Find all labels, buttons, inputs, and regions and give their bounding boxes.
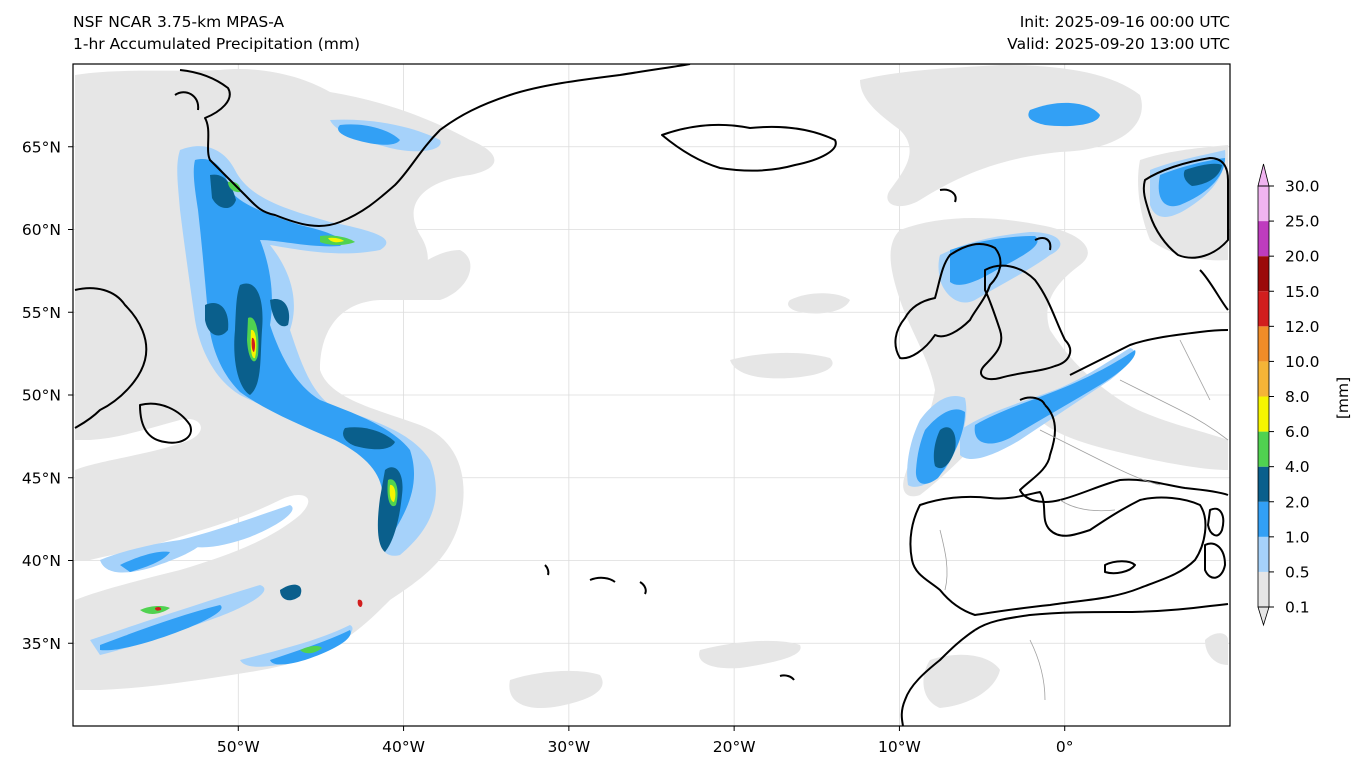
map-area[interactable] xyxy=(73,64,1230,726)
precipitation-field xyxy=(75,65,1228,709)
border-morocco-algeria xyxy=(1029,639,1046,701)
great-britain-coast xyxy=(980,264,1072,381)
lon-tick-label: 40°W xyxy=(382,738,425,756)
field-name: 1-hr Accumulated Precipitation (mm) xyxy=(73,35,360,53)
colorbar-segment xyxy=(1258,466,1269,502)
lat-tick-label: 65°N xyxy=(22,138,61,156)
colorbar-tick-label: 20.0 xyxy=(1285,248,1320,266)
lon-tick-label: 30°W xyxy=(547,738,590,756)
colorbar-tick-label: 4.0 xyxy=(1285,458,1310,476)
azores-east xyxy=(589,576,616,583)
norway-coast xyxy=(1142,157,1229,259)
colorbar-segment xyxy=(1258,291,1269,327)
ireland-coast xyxy=(894,243,1002,360)
border-france xyxy=(1039,429,1161,486)
title-right: Init: 2025-09-16 00:00 UTC Valid: 2025-0… xyxy=(1007,11,1230,55)
north-sea-coast xyxy=(1069,329,1229,376)
balearic-islands xyxy=(1104,560,1136,575)
greenland-inlet xyxy=(174,91,200,111)
colorbar-tick-label: 8.0 xyxy=(1285,388,1310,406)
colorbar-segment xyxy=(1258,501,1269,537)
colorbar-extend-min xyxy=(1257,606,1270,627)
newfoundland-coast xyxy=(139,402,192,444)
colorbar-tick-label: 0.1 xyxy=(1285,599,1310,617)
colorbar-tick-label: 12.0 xyxy=(1285,318,1320,336)
lon-tick-label: 50°W xyxy=(217,738,260,756)
colorbar-tick-label: 10.0 xyxy=(1285,353,1320,371)
longitude-axis: 50°W 40°W 30°W 20°W 10°W 0° xyxy=(217,726,1074,756)
latitude-axis: 65°N 60°N 55°N 50°N 45°N 40°N 35°N xyxy=(22,138,73,653)
lat-tick-label: 35°N xyxy=(22,635,61,653)
scottish-isles xyxy=(1034,237,1052,251)
colorbar-segment xyxy=(1258,221,1269,257)
border-portugal xyxy=(939,529,948,591)
colorbar-segment xyxy=(1258,256,1269,292)
colorbar-segment xyxy=(1258,361,1269,397)
colorbar: 0.1 0.5 1.0 2.0 4.0 6.0 8.0 10.0 12.0 15.0 20.0 25.… xyxy=(1257,163,1320,627)
colorbar-unit-label: [mm] xyxy=(1334,377,1352,419)
precip-band-12.0 xyxy=(155,337,363,611)
border-germany xyxy=(1119,379,1229,441)
lon-tick-label: 20°W xyxy=(713,738,756,756)
colorbar-tick-label: 30.0 xyxy=(1285,178,1320,196)
colorbar-tick-label: 1.0 xyxy=(1285,528,1310,546)
colorbar-extend-max xyxy=(1257,163,1270,187)
colorbar-tick-label: 6.0 xyxy=(1285,423,1310,441)
coastlines xyxy=(74,64,1229,726)
colorbar-segment xyxy=(1258,186,1269,222)
lat-tick-label: 45°N xyxy=(22,469,61,487)
lon-tick-label: 0° xyxy=(1056,738,1074,756)
colorbar-segment xyxy=(1258,326,1269,362)
morocco-coast xyxy=(900,629,976,726)
lat-tick-label: 50°N xyxy=(22,387,61,405)
lat-tick-label: 60°N xyxy=(22,221,61,239)
iberia-coast xyxy=(909,491,1207,616)
init-time: Init: 2025-09-16 00:00 UTC xyxy=(1019,13,1230,31)
north-africa-coast xyxy=(974,603,1229,631)
azores-west xyxy=(544,564,550,576)
colorbar-tick-label: 2.0 xyxy=(1285,493,1310,511)
madeira-coast xyxy=(779,674,795,681)
iceland-coast xyxy=(661,123,837,172)
border-benelux xyxy=(1179,339,1211,401)
title-left: NSF NCAR 3.75-km MPAS-A 1-hr Accumulated… xyxy=(73,11,360,55)
colorbar-segment xyxy=(1258,431,1269,467)
colorbar-tick-label: 0.5 xyxy=(1285,563,1310,581)
lat-tick-label: 55°N xyxy=(22,304,61,322)
azores-sao-miguel xyxy=(639,581,647,595)
colorbar-segment xyxy=(1258,396,1269,432)
colorbar-segment xyxy=(1258,571,1269,607)
model-name: NSF NCAR 3.75-km MPAS-A xyxy=(73,13,285,31)
brittany-coast xyxy=(1019,396,1046,406)
country-borders xyxy=(939,339,1229,701)
valid-time: Valid: 2025-09-20 13:00 UTC xyxy=(1007,35,1230,53)
greenland-coast xyxy=(179,64,691,227)
colorbar-segment xyxy=(1258,536,1269,572)
faroe-islands xyxy=(939,188,957,203)
lat-tick-label: 40°N xyxy=(22,552,61,570)
labrador-coast xyxy=(74,287,148,429)
lon-tick-label: 10°W xyxy=(878,738,921,756)
colorbar-tick-label: 25.0 xyxy=(1285,213,1320,231)
border-pyrenees xyxy=(1059,499,1116,512)
sardinia-coast xyxy=(1204,542,1226,579)
corsica-coast xyxy=(1207,507,1225,537)
denmark-coast xyxy=(1199,269,1229,311)
colorbar-tick-label: 15.0 xyxy=(1285,283,1320,301)
